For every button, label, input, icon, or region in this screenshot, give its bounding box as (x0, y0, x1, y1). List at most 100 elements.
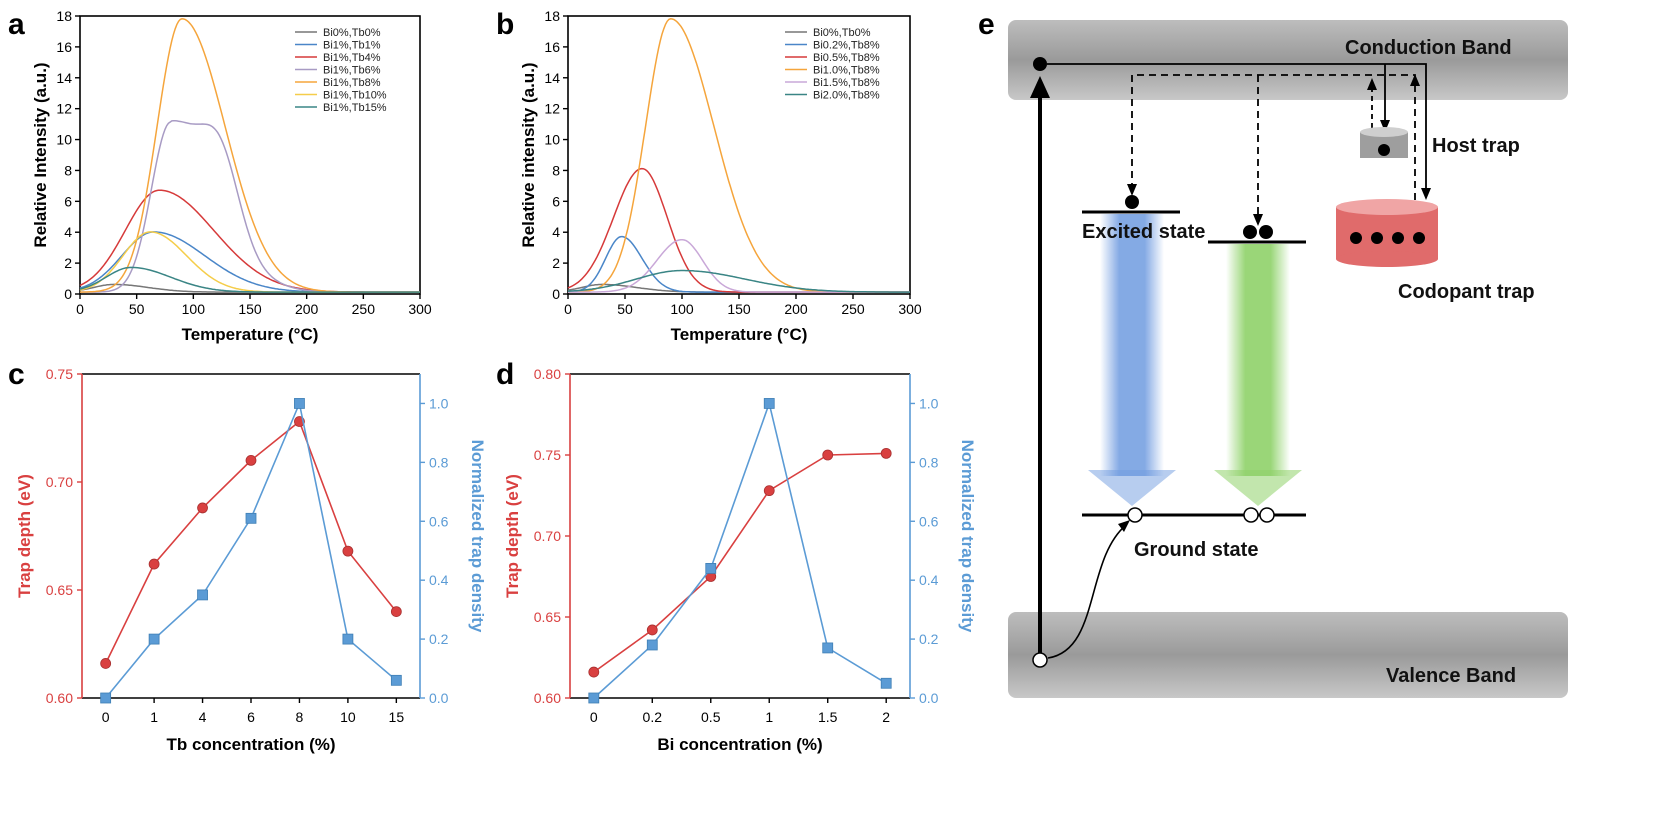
data-point (197, 502, 208, 514)
panel-letter-c: c (8, 358, 25, 391)
x-tick-label: 2 (882, 709, 890, 725)
codopant-trap-bottom (1336, 251, 1438, 267)
panel-letter-e: e (978, 8, 995, 41)
codopant-electron-1 (1350, 232, 1362, 244)
y-right-tick-label: 0.0 (919, 690, 939, 706)
y-right-tick-label: 0.8 (919, 454, 939, 470)
series-line-5 (79, 231, 420, 293)
codopant-electron-2 (1371, 232, 1383, 244)
data-point (880, 677, 892, 689)
panel-letter-a: a (8, 8, 25, 41)
x-axis-label: Bi concentration (%) (657, 735, 822, 754)
y-tick-label: 8 (64, 162, 72, 178)
y-tick-label: 2 (552, 255, 560, 271)
legend-entry-2: Bi0.5%,Tb8% (813, 52, 880, 64)
x-axis-label: Temperature (°C) (182, 325, 319, 344)
data-point (100, 692, 112, 704)
panel-letter-d: d (496, 358, 514, 391)
x-tick-label: 300 (408, 301, 432, 317)
electron-cb (1033, 57, 1047, 71)
data-point (646, 624, 658, 636)
excitation-arrowhead (1030, 76, 1050, 98)
release-path (1131, 74, 1416, 200)
hole-transfer-curve (1047, 524, 1127, 659)
codopant-trap-label: Codopant trap (1398, 281, 1535, 303)
y-tick-label: 14 (56, 70, 72, 86)
y-tick-label: 8 (552, 162, 560, 178)
x-tick-label: 6 (247, 709, 255, 725)
y-right-tick-label: 0.4 (919, 572, 939, 588)
y-left-tick-label: 0.65 (534, 609, 561, 625)
y-axis-label: Relative Intensity (a.u.) (31, 62, 50, 247)
data-point (588, 692, 600, 704)
y-tick-label: 4 (552, 224, 560, 240)
trapping-arrowhead-codopant (1421, 188, 1431, 200)
y-right-tick-label: 0.4 (429, 572, 449, 588)
data-point (148, 633, 160, 645)
data-point (588, 666, 600, 678)
x-tick-label: 8 (296, 709, 304, 725)
excited-electron (1125, 195, 1139, 209)
data-point (763, 485, 775, 497)
ground-hole-green-1 (1243, 507, 1259, 523)
x-tick-label: 0 (76, 301, 84, 317)
y-right-tick-label: 1.0 (429, 395, 449, 411)
release-arrowhead-cb (1410, 74, 1420, 86)
data-point (390, 674, 402, 686)
x-tick-label: 250 (352, 301, 376, 317)
data-point (390, 606, 402, 617)
data-point (245, 512, 257, 524)
x-tick-label: 200 (295, 301, 319, 317)
release-arrowhead-green (1253, 214, 1263, 226)
y-tick-label: 6 (552, 193, 560, 209)
y-tick-label: 6 (64, 193, 72, 209)
x-tick-label: 0 (102, 709, 110, 725)
y-axis-label: Relative intensity (a.u.) (519, 62, 538, 247)
legend-entry-0: Bi0%,Tb0% (323, 27, 381, 39)
y-tick-label: 14 (544, 70, 560, 86)
x-tick-label: 100 (182, 301, 206, 317)
data-point (100, 658, 112, 669)
y-right-tick-label: 0.0 (429, 690, 449, 706)
legend-entry-6: Bi1%,Tb15% (323, 102, 387, 114)
blue-emission (1088, 214, 1176, 506)
y-right-axis-label: Normalized trap density (958, 440, 977, 633)
x-tick-label: 15 (389, 709, 405, 725)
x-tick-label: 300 (898, 301, 922, 317)
x-tick-label: 250 (841, 301, 865, 317)
codopant-trap-top (1336, 199, 1438, 215)
x-tick-label: 1.5 (818, 709, 838, 725)
y-tick-label: 2 (64, 255, 72, 271)
green-electron-2 (1259, 225, 1273, 239)
y-left-axis-label: Trap depth (eV) (503, 474, 522, 598)
legend-entry-0: Bi0%,Tb0% (813, 27, 871, 39)
data-point (294, 398, 305, 409)
hole-transfer-arrowhead (1118, 520, 1130, 532)
data-point (245, 454, 257, 466)
y-right-tick-label: 0.6 (429, 513, 449, 529)
y-tick-label: 0 (64, 286, 72, 302)
y-left-tick-label: 0.70 (534, 528, 561, 544)
legend-entry-5: Bi1%,Tb10% (323, 90, 387, 102)
conduction-band-label: Conduction Band (1345, 37, 1512, 59)
y-left-tick-label: 0.65 (46, 582, 73, 598)
ground-state-label: Ground state (1134, 539, 1258, 561)
y-tick-label: 18 (56, 8, 72, 24)
x-tick-label: 150 (727, 301, 751, 317)
y-right-tick-label: 0.2 (429, 631, 449, 647)
y-left-tick-label: 0.60 (534, 690, 561, 706)
x-tick-label: 100 (670, 301, 694, 317)
codopant-electron-3 (1392, 232, 1404, 244)
y-right-tick-label: 0.6 (919, 513, 939, 529)
green-electron-1 (1243, 225, 1257, 239)
data-point (197, 589, 208, 601)
y-tick-label: 0 (552, 286, 560, 302)
legend-entry-3: Bi1.0%,Tb8% (813, 65, 880, 77)
series-line-6 (79, 266, 420, 293)
series-line-5 (567, 269, 910, 293)
series-line-2 (79, 189, 420, 293)
data-point (342, 545, 354, 557)
ground-hole-green-2 (1259, 507, 1275, 523)
x-tick-label: 50 (617, 301, 633, 317)
